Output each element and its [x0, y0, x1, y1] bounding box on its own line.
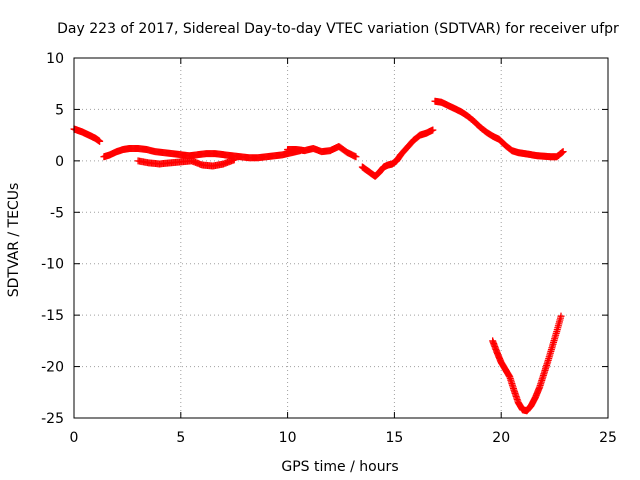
axis-ticks — [73, 57, 609, 419]
y-axis-label: SDTVAR / TECUs — [6, 183, 22, 298]
x-tick-label: 15 — [385, 430, 403, 446]
y-tick-label: -20 — [41, 360, 64, 376]
data-point — [429, 126, 437, 134]
y-tick-label: -5 — [50, 205, 64, 221]
series-segment-1 — [70, 125, 104, 145]
grid-lines — [74, 58, 608, 418]
x-tick-label: 10 — [279, 430, 297, 446]
y-tick-label: 5 — [55, 102, 64, 118]
y-tick-labels: -25 -20 -15 -10 -5 0 5 10 — [41, 51, 64, 427]
data-points — [70, 97, 567, 415]
series-segment-2 — [100, 145, 304, 162]
y-tick-label: -15 — [41, 308, 64, 324]
series-segment-7 — [489, 312, 565, 415]
x-tick-label: 0 — [70, 430, 79, 446]
y-tick-label: 10 — [46, 51, 64, 67]
data-point — [96, 137, 104, 145]
x-tick-label: 20 — [492, 430, 510, 446]
y-tick-label: -25 — [41, 411, 64, 427]
data-point — [352, 153, 360, 161]
series-segment-6 — [431, 97, 567, 161]
y-tick-label: -10 — [41, 257, 64, 273]
x-tick-label: 25 — [599, 430, 617, 446]
series-segment-3 — [134, 156, 238, 170]
y-tick-label: 0 — [55, 154, 64, 170]
chart-title: Day 223 of 2017, Sidereal Day-to-day VTE… — [57, 21, 619, 37]
data-point — [230, 156, 238, 164]
data-point — [559, 148, 567, 156]
x-axis-label: GPS time / hours — [281, 459, 398, 475]
plot-frame — [73, 57, 609, 419]
data-point — [557, 312, 565, 320]
x-tick-labels: 0 5 10 15 20 25 — [70, 430, 617, 446]
series-segment-5 — [358, 126, 437, 180]
x-tick-label: 5 — [176, 430, 185, 446]
series-segment-4 — [284, 142, 360, 161]
